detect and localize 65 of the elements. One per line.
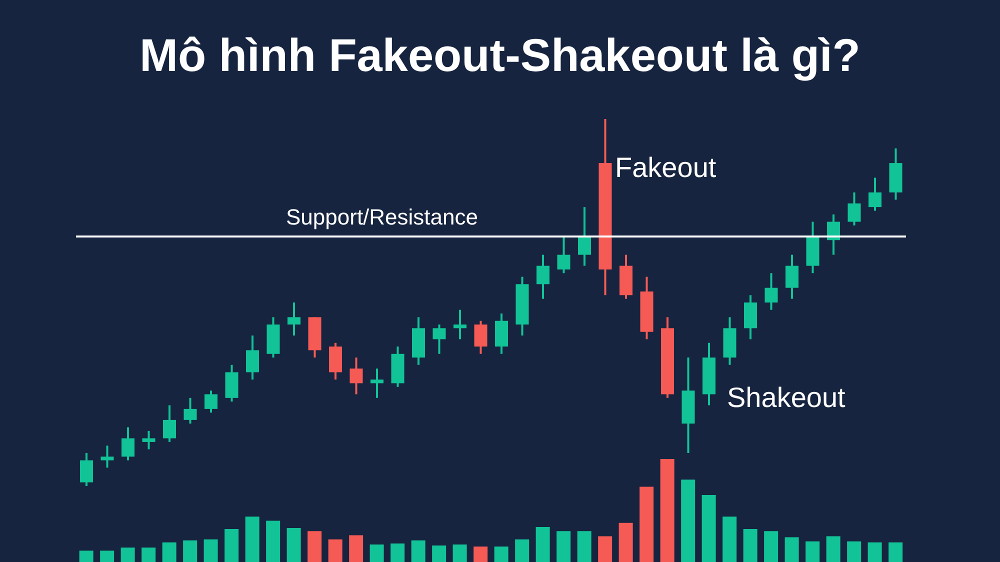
bar: [308, 531, 322, 562]
bar: [245, 516, 260, 562]
bar: [868, 542, 882, 562]
bar: [598, 536, 612, 562]
bar: [349, 535, 364, 562]
bar: [452, 544, 467, 562]
bar: [266, 520, 280, 562]
candlestick: [246, 334, 259, 381]
bar: [370, 544, 384, 562]
bar: [847, 541, 862, 562]
candlestick: [786, 254, 798, 300]
candlestick: [350, 356, 363, 396]
bar: [142, 548, 156, 562]
ref-line-label: Support/Resistance: [286, 204, 478, 230]
bar: [660, 459, 674, 562]
candlestick: [474, 320, 488, 355]
candlestick: [578, 206, 591, 267]
bar: [722, 516, 737, 562]
candlestick: [288, 302, 300, 337]
candlestick: [184, 396, 197, 425]
bar: [494, 546, 508, 562]
bar: [79, 550, 94, 562]
annotation: Shakeout: [727, 382, 846, 414]
candlestick: [764, 272, 778, 311]
bar: [556, 531, 571, 562]
bar: [618, 522, 633, 562]
candlestick: [454, 308, 466, 340]
bar: [826, 536, 840, 562]
annotation: Fakeout: [615, 152, 716, 184]
bar: [390, 543, 405, 562]
bar: [162, 542, 176, 562]
bar: [432, 546, 446, 562]
candlestick: [142, 430, 156, 450]
candlestick: [80, 452, 93, 486]
bar: [536, 526, 550, 562]
bar: [286, 528, 301, 562]
bar: [743, 529, 758, 562]
candlestick: [370, 368, 384, 399]
bar: [328, 539, 342, 562]
candlestick: [557, 235, 570, 274]
candlestick: [432, 324, 446, 355]
bar: [204, 539, 218, 562]
bar: [183, 540, 198, 562]
bar: [681, 480, 696, 562]
bar: [764, 531, 778, 562]
bar: [577, 531, 592, 562]
bar: [806, 541, 820, 562]
bar: [224, 529, 239, 562]
bar: [888, 542, 903, 562]
candlestick: [536, 254, 550, 300]
candlestick: [100, 444, 114, 469]
candlestick: [848, 191, 861, 226]
candlestick: [122, 426, 134, 462]
candlestick: [163, 404, 176, 443]
bar: [515, 539, 530, 562]
bar: [100, 550, 114, 562]
bar: [120, 548, 135, 562]
bar: [784, 537, 799, 562]
candlestick: [204, 390, 218, 414]
chart-title: Mô hình Fakeout-Shakeout là gì?: [138, 28, 862, 82]
bar: [474, 546, 488, 562]
candlestick: [868, 176, 882, 212]
bar: [702, 495, 716, 562]
bar: [411, 540, 426, 562]
bar: [640, 486, 654, 562]
